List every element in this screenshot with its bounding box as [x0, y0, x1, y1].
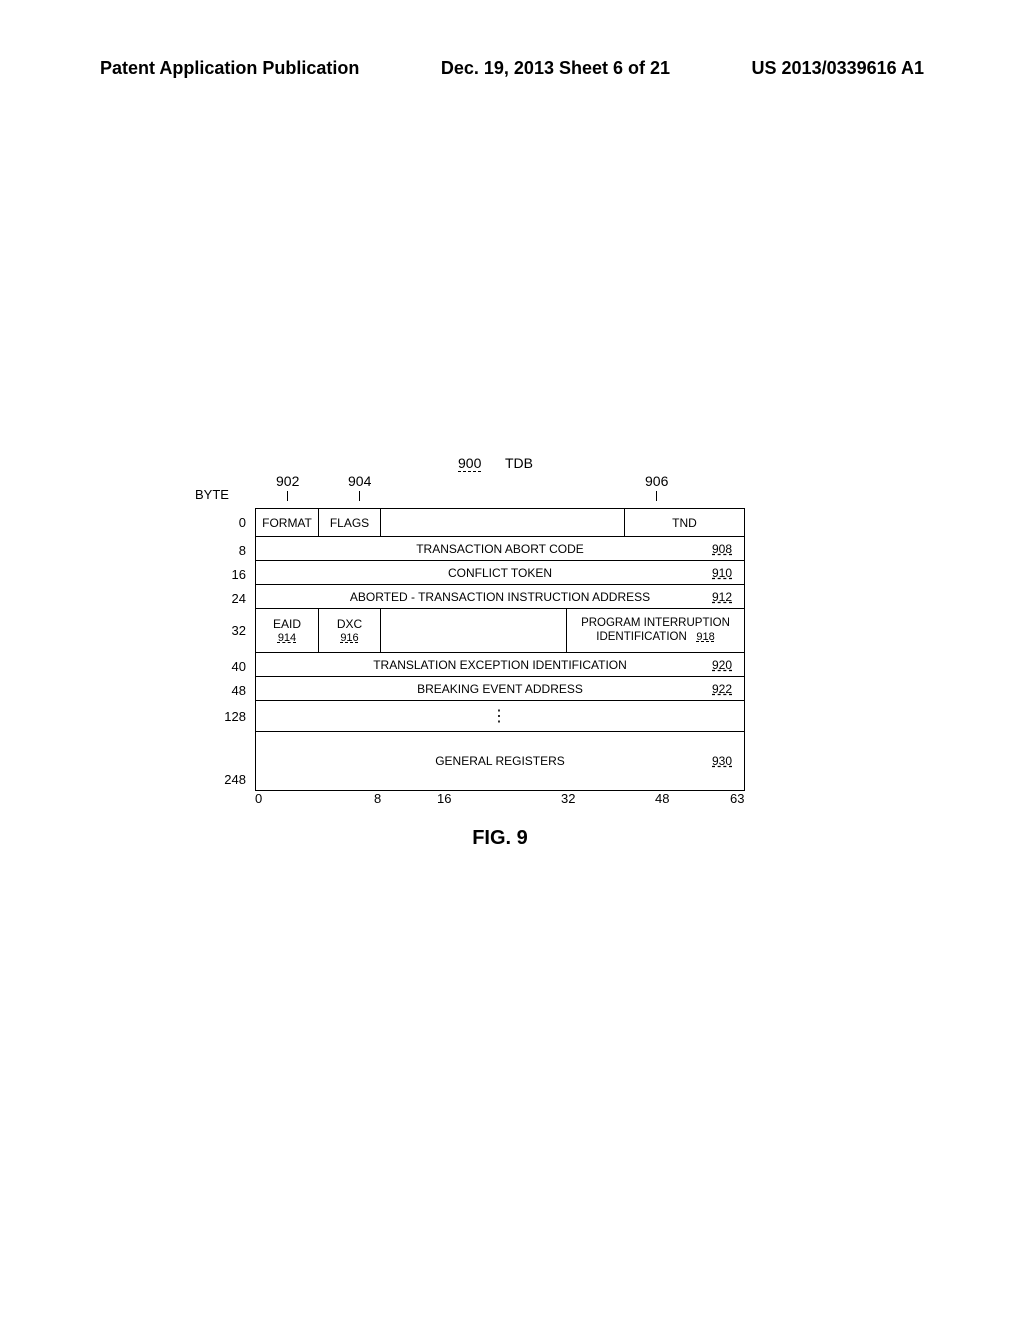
cell-tnd: TND — [624, 509, 744, 536]
byte-48: 48 — [216, 683, 246, 698]
tick-906 — [656, 491, 657, 501]
bit-0: 0 — [255, 791, 262, 806]
bit-16: 16 — [437, 791, 451, 806]
row-byte-8: 8 TRANSACTION ABORT CODE 908 — [255, 537, 745, 561]
cell-ellipsis: ⋮ — [256, 701, 744, 731]
header-center: Dec. 19, 2013 Sheet 6 of 21 — [441, 58, 670, 79]
byte-8: 8 — [216, 543, 246, 558]
row-byte-128: 128 ⋮ — [255, 701, 745, 731]
cell-conflict-token: CONFLICT TOKEN 910 — [256, 561, 744, 584]
label-dxc: DXC — [337, 617, 362, 631]
bit-63: 63 — [730, 791, 744, 806]
row-general-registers: 248 GENERAL REGISTERS 930 — [255, 731, 745, 791]
label-aborted-addr: ABORTED - TRANSACTION INSTRUCTION ADDRES… — [350, 590, 650, 604]
cell-dxc: DXC 916 — [318, 609, 380, 652]
ref-914: 914 — [278, 632, 296, 644]
figure-9: 900 TDB 902 904 906 BYTE 0 FORMAT FLAGS … — [200, 455, 740, 850]
label-eaid: EAID — [273, 617, 301, 631]
ref-916: 916 — [340, 632, 358, 644]
label-abort-code: TRANSACTION ABORT CODE — [416, 542, 584, 556]
header-left: Patent Application Publication — [100, 58, 359, 79]
ref-922: 922 — [712, 682, 732, 696]
ref-930: 930 — [712, 754, 732, 768]
row-byte-32: 32 EAID 914 DXC 916 PROGRAM INTERRUPTION… — [255, 609, 745, 653]
label-conflict-token: CONFLICT TOKEN — [448, 566, 552, 580]
row-byte-48: 48 BREAKING EVENT ADDRESS 922 — [255, 677, 745, 701]
byte-24: 24 — [216, 591, 246, 606]
label-break-evt-addr: BREAKING EVENT ADDRESS — [417, 682, 583, 696]
tick-902 — [287, 491, 288, 501]
row-byte-0: 0 FORMAT FLAGS TND — [255, 509, 745, 537]
byte-40: 40 — [216, 659, 246, 674]
cell-eaid: EAID 914 — [256, 609, 318, 652]
cell-pii: PROGRAM INTERRUPTION IDENTIFICATION 918 — [566, 609, 744, 652]
label-trans-exc-id: TRANSLATION EXCEPTION IDENTIFICATION — [373, 658, 627, 672]
label-pii-1: PROGRAM INTERRUPTION — [581, 617, 730, 630]
ref-912: 912 — [712, 590, 732, 604]
ref-900: 900 — [458, 455, 481, 472]
top-labels: 900 TDB 902 904 906 — [200, 455, 740, 503]
bit-scale: 0 8 16 32 48 63 — [255, 791, 745, 809]
ref-920: 920 — [712, 658, 732, 672]
byte-header-label: BYTE — [195, 487, 229, 502]
row-byte-24: 24 ABORTED - TRANSACTION INSTRUCTION ADD… — [255, 585, 745, 609]
cell-trans-exc-id: TRANSLATION EXCEPTION IDENTIFICATION 920 — [256, 653, 744, 676]
page-header: Patent Application Publication Dec. 19, … — [0, 58, 1024, 79]
cell-abort-code: TRANSACTION ABORT CODE 908 — [256, 537, 744, 560]
cell-flags: FLAGS — [318, 509, 380, 536]
tick-904 — [359, 491, 360, 501]
header-right: US 2013/0339616 A1 — [752, 58, 924, 79]
tdb-table: 0 FORMAT FLAGS TND 8 TRANSACTION ABORT C… — [255, 508, 745, 791]
ref-904: 904 — [348, 473, 371, 489]
label-general-registers: GENERAL REGISTERS — [435, 754, 565, 768]
cell-general-registers: GENERAL REGISTERS 930 — [256, 732, 744, 790]
ref-906: 906 — [645, 473, 668, 489]
tdb-label: TDB — [505, 455, 533, 471]
byte-16: 16 — [216, 567, 246, 582]
byte-128: 128 — [216, 709, 246, 724]
cell-break-evt-addr: BREAKING EVENT ADDRESS 922 — [256, 677, 744, 700]
bit-48: 48 — [655, 791, 669, 806]
ref-908: 908 — [712, 542, 732, 556]
cell-empty-0 — [380, 509, 624, 536]
cell-aborted-addr: ABORTED - TRANSACTION INSTRUCTION ADDRES… — [256, 585, 744, 608]
ref-902: 902 — [276, 473, 299, 489]
bit-32: 32 — [561, 791, 575, 806]
byte-0: 0 — [216, 515, 246, 530]
label-pii-2: IDENTIFICATION — [596, 631, 687, 643]
cell-format: FORMAT — [256, 509, 318, 536]
byte-32: 32 — [216, 623, 246, 638]
bit-8: 8 — [374, 791, 381, 806]
byte-248: 248 — [216, 772, 246, 787]
row-byte-40: 40 TRANSLATION EXCEPTION IDENTIFICATION … — [255, 653, 745, 677]
figure-caption: FIG. 9 — [255, 827, 745, 850]
ref-918: 918 — [696, 631, 714, 643]
cell-empty-32 — [380, 609, 566, 652]
ref-910: 910 — [712, 566, 732, 580]
row-byte-16: 16 CONFLICT TOKEN 910 — [255, 561, 745, 585]
